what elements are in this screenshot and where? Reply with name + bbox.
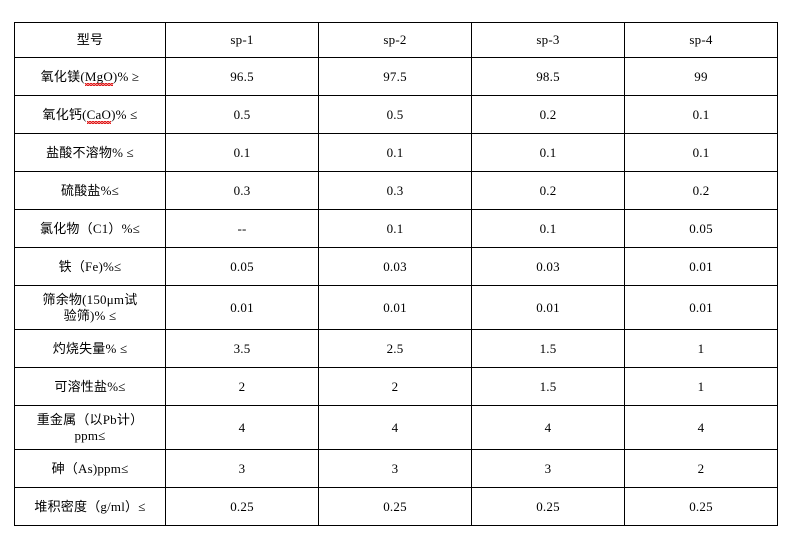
value-cell: 1 [624, 329, 778, 368]
column-header-parameter: 型号 [14, 22, 166, 58]
parameter-cell: 氯化物（C1）%≤ [14, 209, 166, 248]
value-cell: 0.01 [624, 285, 778, 330]
value-cell: 1.5 [471, 329, 625, 368]
value-cell: 0.3 [165, 171, 319, 210]
value-cell: 3.5 [165, 329, 319, 368]
chemical-formula: MgO [84, 68, 113, 87]
chemical-formula: CaO [86, 106, 112, 125]
value-cell: 0.01 [165, 285, 319, 330]
table-row: 筛余物(150μm试 验筛)% ≤0.01 0.01 0.01 0.01 [14, 285, 778, 330]
value-cell: 0.01 [318, 285, 472, 330]
value-cell: 2 [624, 449, 778, 488]
parameter-cell: 灼烧失量% ≤ [14, 329, 166, 368]
parameter-cell: 硫酸盐%≤ [14, 171, 166, 210]
value-cell: 0.2 [471, 171, 625, 210]
value-cell: 0.03 [471, 247, 625, 286]
value-cell: 1.5 [471, 367, 625, 406]
value-cell: 1 [624, 367, 778, 406]
parameter-cell: 铁（Fe)%≤ [14, 247, 166, 286]
value-cell: 3 [471, 449, 625, 488]
value-cell: -- [165, 209, 319, 248]
table-row: 铁（Fe)%≤ 0.05 0.03 0.03 0.01 [14, 247, 778, 286]
value-cell: 96.5 [165, 57, 319, 96]
value-cell: 4 [624, 405, 778, 450]
parameter-line-1: 筛余物(150μm试 [42, 291, 138, 307]
column-header-model-2: sp-2 [318, 22, 472, 58]
column-header-model-3: sp-3 [471, 22, 625, 58]
value-cell: 0.25 [624, 487, 778, 526]
value-cell: 97.5 [318, 57, 472, 96]
column-header-model-4: sp-4 [624, 22, 778, 58]
parameter-line-1: 重金属（以Pb计） [36, 411, 144, 427]
value-cell: 0.25 [318, 487, 472, 526]
column-header-model-1: sp-1 [165, 22, 319, 58]
table-row: 氧化钙(CaO)% ≤0.5 0.5 0.2 0.1 [14, 95, 778, 134]
value-cell: 0.25 [471, 487, 625, 526]
parameter-cell: 重金属（以Pb计） ppm≤ [14, 405, 166, 450]
parameter-cell: 可溶性盐%≤ [14, 367, 166, 406]
value-cell: 99 [624, 57, 778, 96]
value-cell: 2.5 [318, 329, 472, 368]
parameter-line-2: 验筛)% ≤ [63, 307, 117, 323]
value-cell: 0.1 [471, 209, 625, 248]
parameter-cell: 砷（As)ppm≤ [14, 449, 166, 488]
value-cell: 0.1 [624, 95, 778, 134]
value-cell: 0.3 [318, 171, 472, 210]
table-row: 氯化物（C1）%≤ -- 0.1 0.1 0.05 [14, 209, 778, 248]
value-cell: 3 [165, 449, 319, 488]
value-cell: 0.5 [165, 95, 319, 134]
parameter-line-2: ppm≤ [74, 427, 106, 443]
value-cell: 0.03 [318, 247, 472, 286]
value-cell: 2 [318, 367, 472, 406]
table-row: 重金属（以Pb计） ppm≤ 4 4 4 4 [14, 405, 778, 450]
table-header-row: 型号 sp-1 sp-2 sp-3 sp-4 [14, 22, 778, 58]
table-row: 堆积密度（g/ml）≤ 0.25 0.25 0.25 0.25 [14, 487, 778, 526]
value-cell: 4 [471, 405, 625, 450]
table-body: 型号 sp-1 sp-2 sp-3 sp-4 氧化镁(MgO)% ≥96.5 97.5 98.… [14, 22, 778, 526]
parameter-cell: 氧化镁(MgO)% ≥ [14, 57, 166, 96]
value-cell: 0.2 [471, 95, 625, 134]
value-cell: 2 [165, 367, 319, 406]
table-row: 灼烧失量% ≤3.5 2.5 1.5 1 [14, 329, 778, 368]
parameter-cell: 堆积密度（g/ml）≤ [14, 487, 166, 526]
table-row: 盐酸不溶物% ≤0.1 0.1 0.1 0.1 [14, 133, 778, 172]
parameter-cell: 筛余物(150μm试 验筛)% ≤ [14, 285, 166, 330]
value-cell: 0.1 [318, 133, 472, 172]
value-cell: 0.1 [471, 133, 625, 172]
value-cell: 0.01 [624, 247, 778, 286]
table-row: 氧化镁(MgO)% ≥96.5 97.5 98.5 99 [14, 57, 778, 96]
parameter-cell: 盐酸不溶物% ≤ [14, 133, 166, 172]
value-cell: 0.25 [165, 487, 319, 526]
value-cell: 0.1 [165, 133, 319, 172]
value-cell: 4 [318, 405, 472, 450]
value-cell: 0.1 [624, 133, 778, 172]
value-cell: 3 [318, 449, 472, 488]
value-cell: 0.5 [318, 95, 472, 134]
value-cell: 98.5 [471, 57, 625, 96]
value-cell: 0.1 [318, 209, 472, 248]
value-cell: 0.01 [471, 285, 625, 330]
table-row: 可溶性盐%≤ 2 2 1.5 1 [14, 367, 778, 406]
table-row: 砷（As)ppm≤ 3 3 3 2 [14, 449, 778, 488]
value-cell: 4 [165, 405, 319, 450]
value-cell: 0.05 [624, 209, 778, 248]
product-specification-table: 型号 sp-1 sp-2 sp-3 sp-4 氧化镁(MgO)% ≥96.5 97.5 98.… [14, 22, 778, 526]
table-row: 硫酸盐%≤ 0.3 0.3 0.2 0.2 [14, 171, 778, 210]
value-cell: 0.2 [624, 171, 778, 210]
parameter-cell: 氧化钙(CaO)% ≤ [14, 95, 166, 134]
value-cell: 0.05 [165, 247, 319, 286]
